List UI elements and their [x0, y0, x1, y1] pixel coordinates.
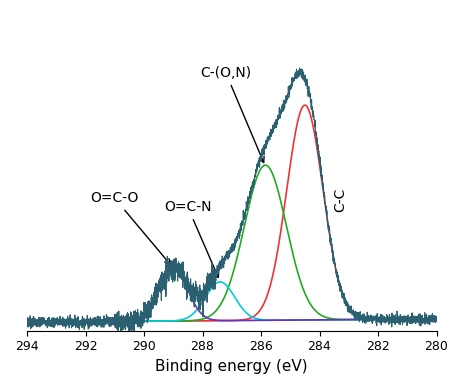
Text: O=C-O: O=C-O — [90, 191, 171, 264]
Text: O=C-N: O=C-N — [164, 200, 219, 277]
X-axis label: Binding energy (eV): Binding energy (eV) — [155, 359, 308, 374]
Text: C-(O,N): C-(O,N) — [200, 66, 264, 163]
Text: C-C: C-C — [333, 187, 347, 212]
